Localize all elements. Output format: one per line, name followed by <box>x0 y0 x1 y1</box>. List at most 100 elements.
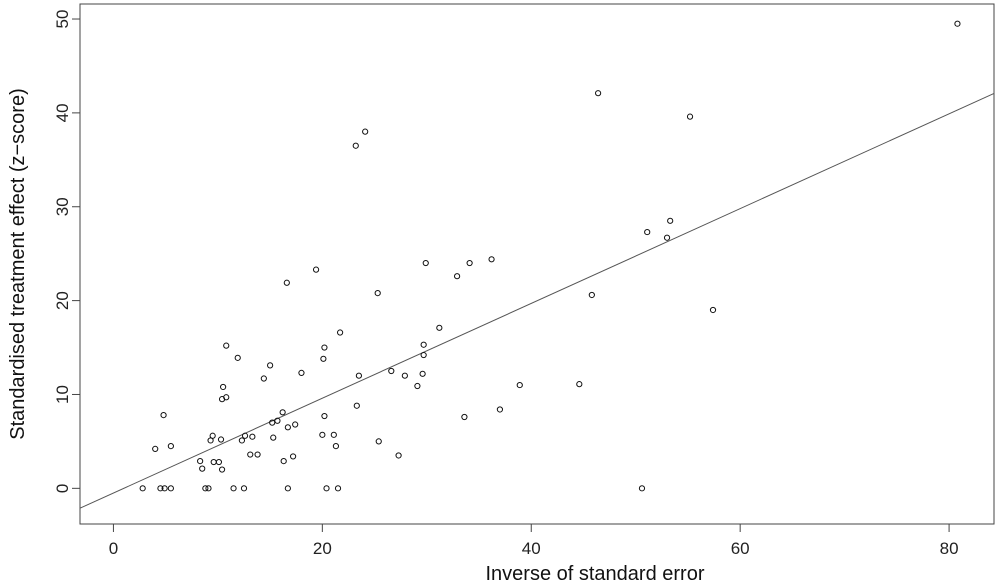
data-point <box>388 367 395 375</box>
data-point <box>422 259 429 267</box>
data-point <box>436 324 443 331</box>
data-point <box>334 485 342 492</box>
data-point <box>167 485 174 492</box>
data-point <box>319 431 326 438</box>
data-point <box>152 445 159 453</box>
data-point <box>453 273 461 280</box>
data-point <box>420 351 427 359</box>
data-point <box>686 113 694 120</box>
data-point <box>312 266 320 273</box>
data-point <box>197 458 204 465</box>
data-point <box>241 432 249 439</box>
x-tick-label: 80 <box>940 539 959 558</box>
data-point <box>321 344 328 351</box>
data-point <box>375 438 382 445</box>
data-point <box>644 228 651 236</box>
data-point <box>161 485 168 492</box>
data-point <box>205 485 212 492</box>
y-tick-label: 10 <box>53 385 72 404</box>
data-point <box>663 234 671 241</box>
data-point <box>488 256 495 263</box>
data-point <box>167 442 174 450</box>
data-point <box>283 279 290 286</box>
data-point <box>269 419 276 426</box>
y-tick-label: 50 <box>53 10 72 29</box>
data-point <box>280 458 287 465</box>
data-point <box>355 372 363 379</box>
data-point <box>234 354 241 361</box>
data-point <box>321 412 328 420</box>
regression-line <box>79 92 995 509</box>
data-point <box>374 289 381 297</box>
data-point <box>576 381 583 388</box>
data-point <box>160 412 167 419</box>
data-point <box>240 485 248 492</box>
data-points <box>139 20 961 492</box>
y-axis-title: Standardised treatment effect (z−score) <box>7 88 29 439</box>
data-point <box>217 436 225 443</box>
data-point <box>461 413 468 421</box>
data-point <box>323 485 330 492</box>
x-axis-title: Inverse of standard error <box>486 563 705 585</box>
data-point <box>420 341 427 348</box>
data-point <box>209 432 216 439</box>
data-point <box>292 421 299 428</box>
data-point <box>595 90 602 97</box>
data-point <box>220 383 227 391</box>
data-point <box>496 406 504 413</box>
x-tick-label: 20 <box>313 539 332 558</box>
data-point <box>289 453 297 460</box>
data-point <box>202 485 209 492</box>
data-point <box>230 485 237 492</box>
y-tick-label: 20 <box>53 291 72 310</box>
data-point <box>353 402 360 409</box>
plot-frame <box>79 3 995 525</box>
data-point <box>516 381 523 389</box>
data-point <box>709 306 717 314</box>
data-point <box>330 431 337 438</box>
data-point <box>954 20 961 27</box>
data-point <box>395 452 402 459</box>
data-point <box>238 437 246 444</box>
data-point <box>218 466 226 473</box>
y-tick-label: 40 <box>53 103 72 122</box>
data-point <box>279 409 286 416</box>
data-point <box>362 128 369 135</box>
data-point <box>667 217 674 224</box>
data-point <box>638 485 646 492</box>
data-point <box>199 465 206 472</box>
data-point <box>210 458 217 466</box>
y-axis: 0 10 20 30 40 50 <box>53 10 80 493</box>
data-point <box>223 394 230 401</box>
x-tick-label: 60 <box>731 539 750 558</box>
data-point <box>298 369 305 376</box>
data-point <box>249 433 256 440</box>
data-point <box>352 142 359 149</box>
y-tick-label: 30 <box>53 197 72 216</box>
data-point <box>215 458 223 466</box>
data-point <box>157 485 164 492</box>
data-point <box>466 259 473 267</box>
data-point <box>267 362 274 369</box>
x-tick-label: 0 <box>109 539 118 558</box>
data-point <box>414 382 421 390</box>
data-point <box>247 451 254 458</box>
data-point <box>419 370 426 377</box>
data-point <box>223 342 230 349</box>
data-point <box>401 372 408 379</box>
x-axis: 0 20 40 60 80 <box>109 524 959 558</box>
data-point <box>284 424 291 431</box>
data-point <box>254 451 261 458</box>
data-point <box>320 355 327 362</box>
data-point <box>139 485 146 492</box>
data-point <box>588 291 595 299</box>
x-tick-label: 40 <box>522 539 541 558</box>
data-point <box>336 329 344 336</box>
data-point <box>260 375 267 382</box>
data-point <box>284 485 291 492</box>
data-point <box>274 417 281 424</box>
data-point <box>332 442 340 450</box>
y-tick-label: 0 <box>53 484 72 493</box>
data-point <box>270 434 277 441</box>
